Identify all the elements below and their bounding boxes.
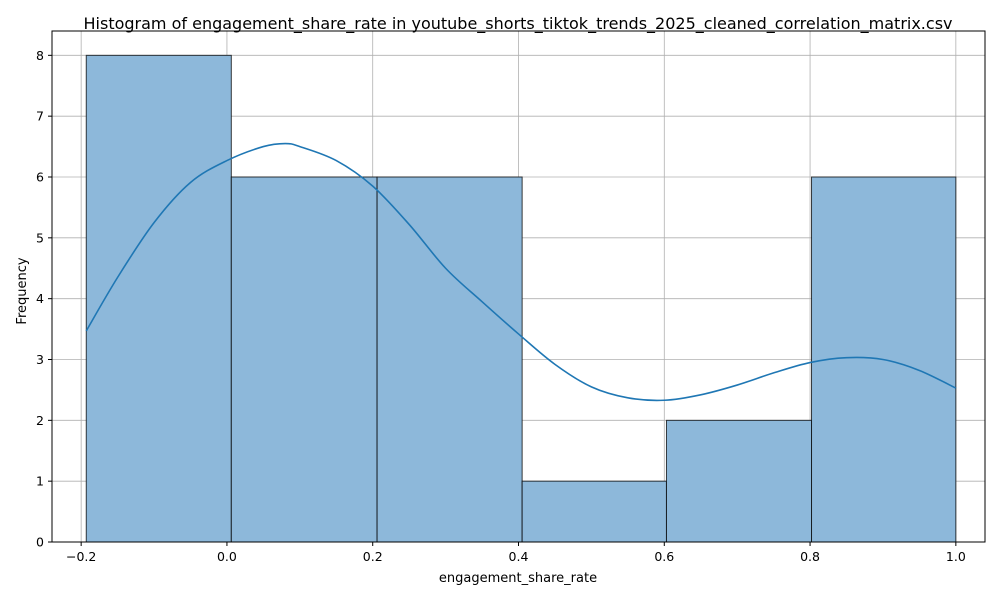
y-axis-ticks: 0 1 2 3 4 5 6 7 8 bbox=[36, 48, 52, 550]
y-axis-label: Frequency bbox=[15, 257, 30, 324]
y-tick-label: 0 bbox=[36, 535, 44, 550]
x-tick-label: 0.4 bbox=[509, 549, 529, 564]
histogram-bar bbox=[521, 480, 667, 543]
y-tick-label: 2 bbox=[36, 413, 44, 428]
y-tick-label: 5 bbox=[36, 230, 44, 245]
kde-curve bbox=[85, 142, 957, 402]
histogram-bar bbox=[665, 419, 813, 543]
y-tick-label: 3 bbox=[36, 352, 44, 367]
x-axis-label: engagement_share_rate bbox=[439, 571, 597, 586]
histogram-bars bbox=[85, 54, 957, 543]
chart-title: Histogram of engagement_share_rate in yo… bbox=[84, 14, 953, 34]
x-tick-label: 0.6 bbox=[654, 549, 674, 564]
x-tick-label: −0.2 bbox=[66, 549, 96, 564]
histogram-bar bbox=[230, 176, 378, 543]
x-tick-label: 0.2 bbox=[363, 549, 383, 564]
histogram-bar bbox=[376, 176, 523, 543]
y-tick-label: 1 bbox=[36, 474, 44, 489]
histogram-bar bbox=[85, 54, 232, 543]
x-tick-label: 0.8 bbox=[800, 549, 820, 564]
x-tick-label: 0.0 bbox=[217, 549, 237, 564]
y-tick-label: 6 bbox=[36, 170, 44, 185]
y-tick-label: 4 bbox=[36, 291, 44, 306]
x-axis-ticks: −0.2 0.0 0.2 0.4 0.6 0.8 1.0 bbox=[66, 542, 966, 564]
x-tick-label: 1.0 bbox=[946, 549, 966, 564]
y-tick-label: 8 bbox=[36, 48, 44, 63]
y-tick-label: 7 bbox=[36, 109, 44, 124]
kde-curve-group bbox=[85, 142, 957, 402]
